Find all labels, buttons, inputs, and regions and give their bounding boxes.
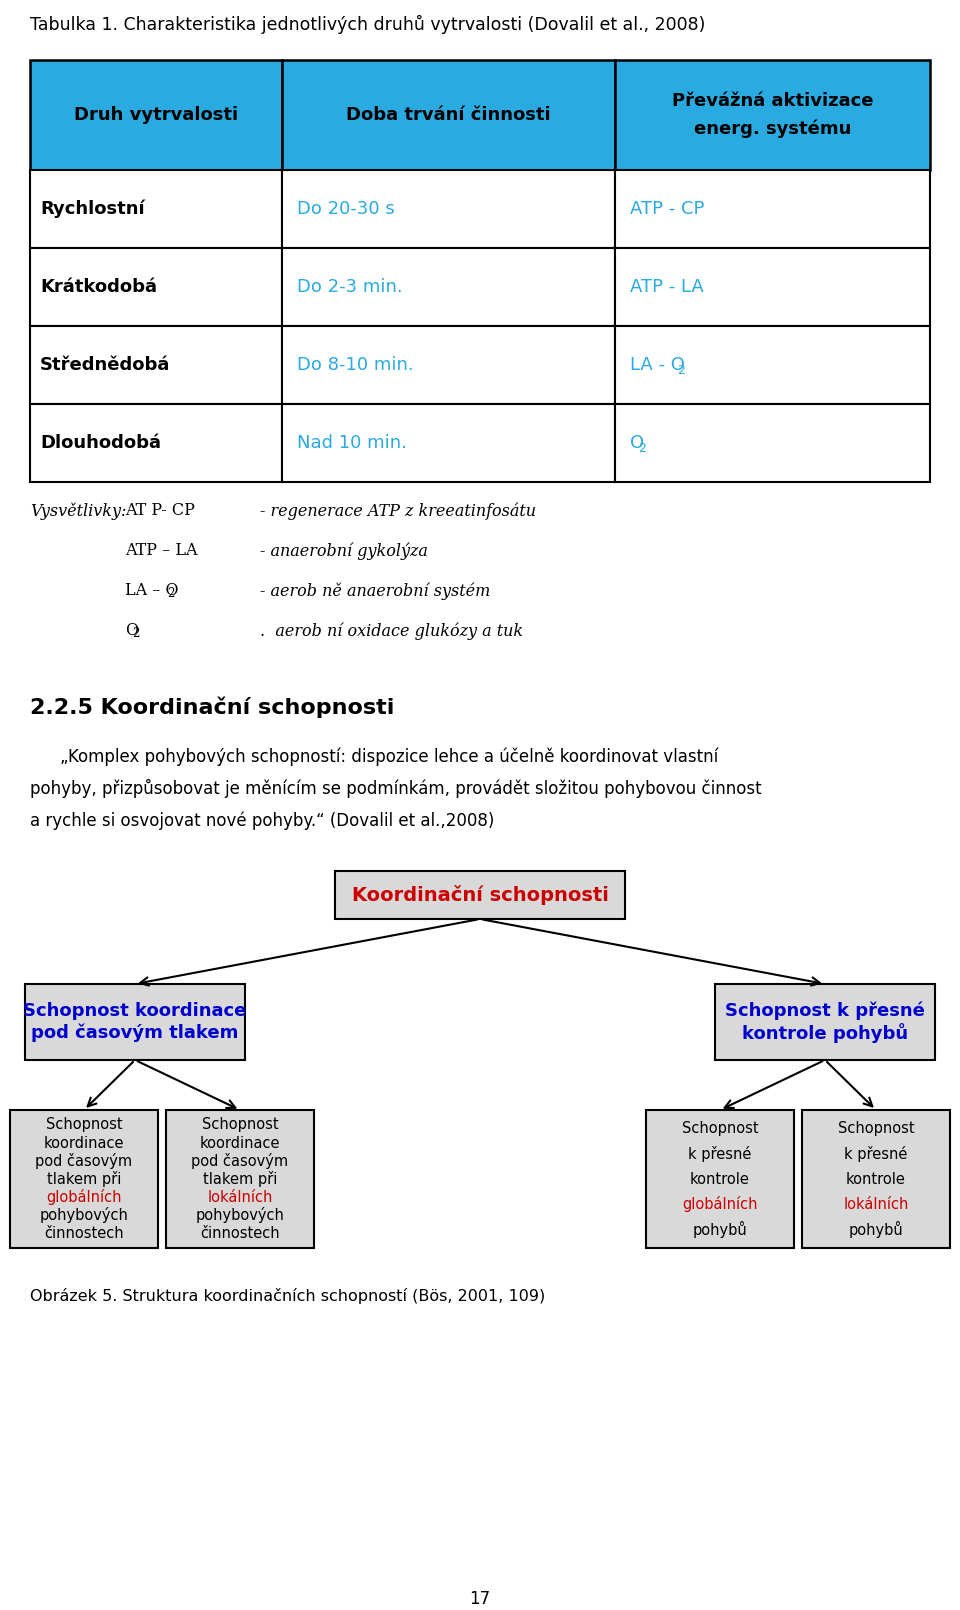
Text: Koordinační schopnosti: Koordinační schopnosti	[351, 886, 609, 905]
Bar	[615, 325, 930, 404]
Text: činnostech: činnostech	[201, 1225, 279, 1240]
Text: ATP - LA: ATP - LA	[630, 279, 704, 296]
Text: kontrole: kontrole	[846, 1172, 906, 1187]
Text: Schopnost: Schopnost	[838, 1121, 914, 1137]
Bar	[282, 60, 615, 171]
Text: 2: 2	[167, 588, 175, 601]
Text: lokálních: lokálních	[843, 1196, 909, 1212]
Text: Schopnost: Schopnost	[46, 1117, 122, 1132]
Text: Tabulka 1. Charakteristika jednotlivých druhů vytrvalosti (Dovalil et al., 2008): Tabulka 1. Charakteristika jednotlivých …	[30, 14, 706, 34]
Bar	[715, 984, 935, 1059]
Text: 17: 17	[469, 1591, 491, 1608]
Text: Schopnost k přesné
kontrole pohybů: Schopnost k přesné kontrole pohybů	[725, 1001, 924, 1043]
Text: Krátkodobá: Krátkodobá	[40, 279, 157, 296]
Text: .  aerob ní oxidace glukózy a tuk: . aerob ní oxidace glukózy a tuk	[260, 621, 523, 639]
Text: pod časovým: pod časovým	[36, 1153, 132, 1169]
Bar	[25, 984, 245, 1059]
Text: „Komplex pohybových schopností: dispozice lehce a účelně koordinovat vlastní: „Komplex pohybových schopností: dispozic…	[60, 747, 718, 765]
Text: - anaerobní gykolýza: - anaerobní gykolýza	[260, 543, 428, 560]
Text: Střednědobá: Střednědobá	[40, 356, 170, 374]
Bar	[30, 325, 282, 404]
Text: O: O	[630, 435, 644, 452]
Text: Obrázek 5. Struktura koordinačních schopností (Bös, 2001, 109): Obrázek 5. Struktura koordinačních schop…	[30, 1288, 545, 1304]
Text: Dlouhodobá: Dlouhodobá	[40, 435, 161, 452]
Text: Do 8-10 min.: Do 8-10 min.	[297, 356, 414, 374]
Text: pohybových: pohybových	[196, 1208, 284, 1224]
Text: 2: 2	[132, 626, 139, 641]
Text: Druh vytrvalosti: Druh vytrvalosti	[74, 106, 238, 124]
Text: 2: 2	[677, 364, 684, 377]
Text: ATP - CP: ATP - CP	[630, 200, 705, 217]
Text: lokálních: lokálních	[207, 1190, 273, 1204]
Bar	[282, 248, 615, 325]
Text: Převážná aktivizace
energ. systému: Převážná aktivizace energ. systému	[672, 92, 874, 137]
Text: AT P- CP: AT P- CP	[125, 502, 195, 518]
Text: k přesné: k přesné	[844, 1146, 908, 1162]
Text: Schopnost koordinace
pod časovým tlakem: Schopnost koordinace pod časovým tlakem	[23, 1003, 247, 1042]
Bar	[30, 60, 282, 171]
Bar	[30, 248, 282, 325]
Text: Doba trvání činnosti: Doba trvání činnosti	[347, 106, 551, 124]
Text: pohybových: pohybových	[39, 1208, 129, 1224]
Text: činnostech: činnostech	[44, 1225, 124, 1240]
Bar	[615, 60, 930, 171]
Text: Schopnost: Schopnost	[202, 1117, 278, 1132]
Text: Do 2-3 min.: Do 2-3 min.	[297, 279, 402, 296]
Text: Schopnost: Schopnost	[682, 1121, 758, 1137]
Bar	[282, 171, 615, 248]
Bar	[282, 325, 615, 404]
Text: k přesné: k přesné	[688, 1146, 752, 1162]
Text: koordinace: koordinace	[44, 1135, 124, 1151]
Bar	[646, 1109, 794, 1248]
Text: LA – O: LA – O	[125, 581, 179, 599]
Bar	[30, 171, 282, 248]
Text: O: O	[125, 621, 138, 639]
Bar	[615, 171, 930, 248]
Text: Do 20-30 s: Do 20-30 s	[297, 200, 395, 217]
Bar	[282, 404, 615, 481]
Bar	[30, 404, 282, 481]
Bar	[335, 871, 625, 919]
Text: 2: 2	[637, 443, 646, 456]
Text: 2.2.5 Koordinační schopnosti: 2.2.5 Koordinační schopnosti	[30, 697, 395, 718]
Text: LA - O: LA - O	[630, 356, 684, 374]
Bar	[166, 1109, 314, 1248]
Bar	[615, 404, 930, 481]
Text: Nad 10 min.: Nad 10 min.	[297, 435, 407, 452]
Bar	[802, 1109, 950, 1248]
Text: tlakem při: tlakem při	[203, 1170, 277, 1187]
Text: pohybů: pohybů	[692, 1220, 748, 1238]
Text: tlakem při: tlakem při	[47, 1170, 121, 1187]
Bar	[615, 248, 930, 325]
Text: a rychle si osvojovat nové pohyby.“ (Dovalil et al.,2008): a rychle si osvojovat nové pohyby.“ (Dov…	[30, 811, 494, 829]
Text: pohyby, přizpůsobovat je měnícím se podmínkám, provádět složitou pohybovou činno: pohyby, přizpůsobovat je měnícím se podm…	[30, 779, 761, 799]
Text: globálních: globálních	[683, 1196, 757, 1212]
Text: Rychlostní: Rychlostní	[40, 200, 145, 219]
Text: - regenerace ATP z kreeatinfosátu: - regenerace ATP z kreeatinfosátu	[260, 502, 536, 520]
Text: pohybů: pohybů	[849, 1220, 903, 1238]
Bar	[10, 1109, 158, 1248]
Text: pod časovým: pod časovým	[191, 1153, 289, 1169]
Text: ATP – LA: ATP – LA	[125, 543, 198, 559]
Text: - aerob ně anaerobní systém: - aerob ně anaerobní systém	[260, 581, 491, 599]
Text: globálních: globálních	[46, 1190, 122, 1204]
Text: kontrole: kontrole	[690, 1172, 750, 1187]
Text: Vysvětlivky:: Vysvětlivky:	[30, 502, 127, 520]
Text: koordinace: koordinace	[200, 1135, 280, 1151]
